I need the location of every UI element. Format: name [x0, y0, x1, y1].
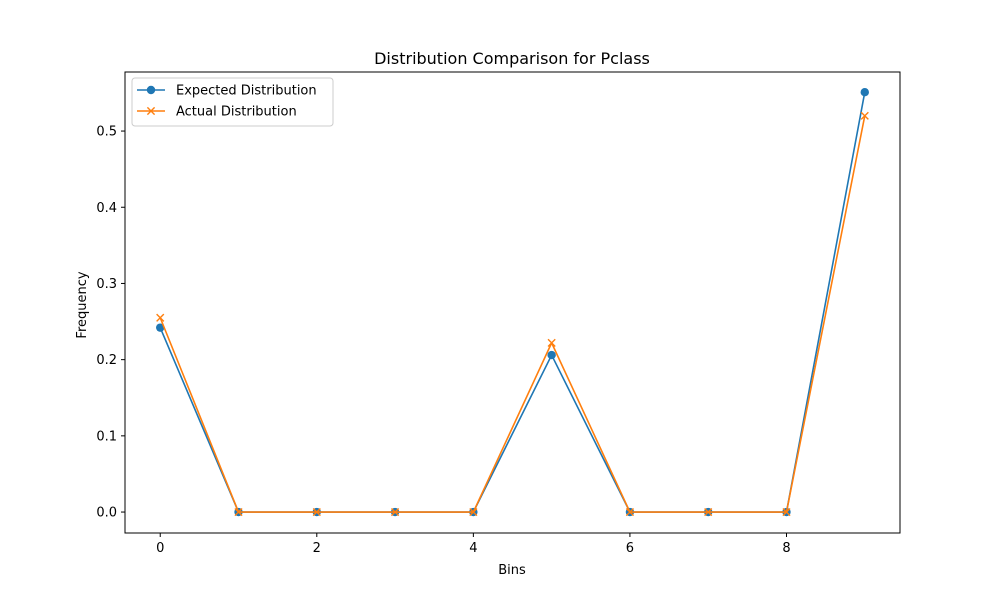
x-tick-label: 6	[626, 541, 634, 556]
legend-label: Actual Distribution	[176, 105, 297, 120]
chart-title: Distribution Comparison for Pclass	[374, 49, 650, 68]
y-tick-label: 0.4	[96, 201, 117, 216]
legend-marker	[146, 106, 156, 116]
series-line	[159, 115, 866, 513]
legend: Expected Distribution Actual Distribution	[131, 77, 334, 127]
legend-item: Actual Distribution	[137, 105, 297, 120]
y-axis-label: Frequency	[75, 271, 90, 338]
x-tick-label: 2	[313, 541, 321, 556]
legend-item: Expected Distribution	[137, 84, 317, 99]
x-tick-label: 8	[782, 541, 790, 556]
plot-frame	[124, 71, 901, 534]
data-point	[156, 323, 165, 332]
data-point	[860, 111, 869, 120]
x-tick-label: 4	[469, 541, 477, 556]
x-axis-label: Bins	[498, 563, 526, 578]
plot-area: 0 2 4 6 8 0.0 0.1 0.2 0.3 0.4 0.5	[96, 71, 901, 556]
data-point	[860, 87, 869, 97]
y-tick-label: 0.3	[96, 277, 117, 292]
data-point	[782, 507, 791, 517]
data-point	[469, 507, 478, 517]
data-point	[156, 313, 165, 322]
data-point	[312, 507, 321, 517]
data-point	[547, 350, 556, 360]
y-tick-label: 0.0	[96, 506, 117, 521]
y-tick-label: 0.5	[96, 125, 117, 140]
data-point	[390, 507, 400, 517]
data-point	[625, 507, 635, 517]
series-1	[156, 87, 869, 517]
legend-marker	[146, 85, 156, 95]
data-point	[234, 507, 243, 517]
series-line	[159, 92, 866, 513]
y-tick-label: 0.1	[96, 429, 117, 444]
y-tick-label: 0.2	[96, 353, 117, 368]
legend-box	[131, 77, 334, 127]
series-2	[156, 111, 869, 517]
data-point	[547, 338, 556, 347]
data-point	[704, 507, 713, 517]
x-tick-label: 0	[156, 541, 164, 556]
legend-label: Expected Distribution	[176, 84, 317, 99]
